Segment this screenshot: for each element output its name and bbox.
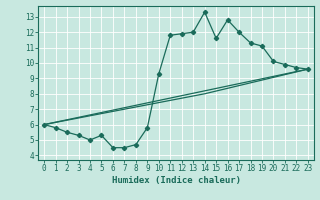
X-axis label: Humidex (Indice chaleur): Humidex (Indice chaleur) bbox=[111, 176, 241, 185]
